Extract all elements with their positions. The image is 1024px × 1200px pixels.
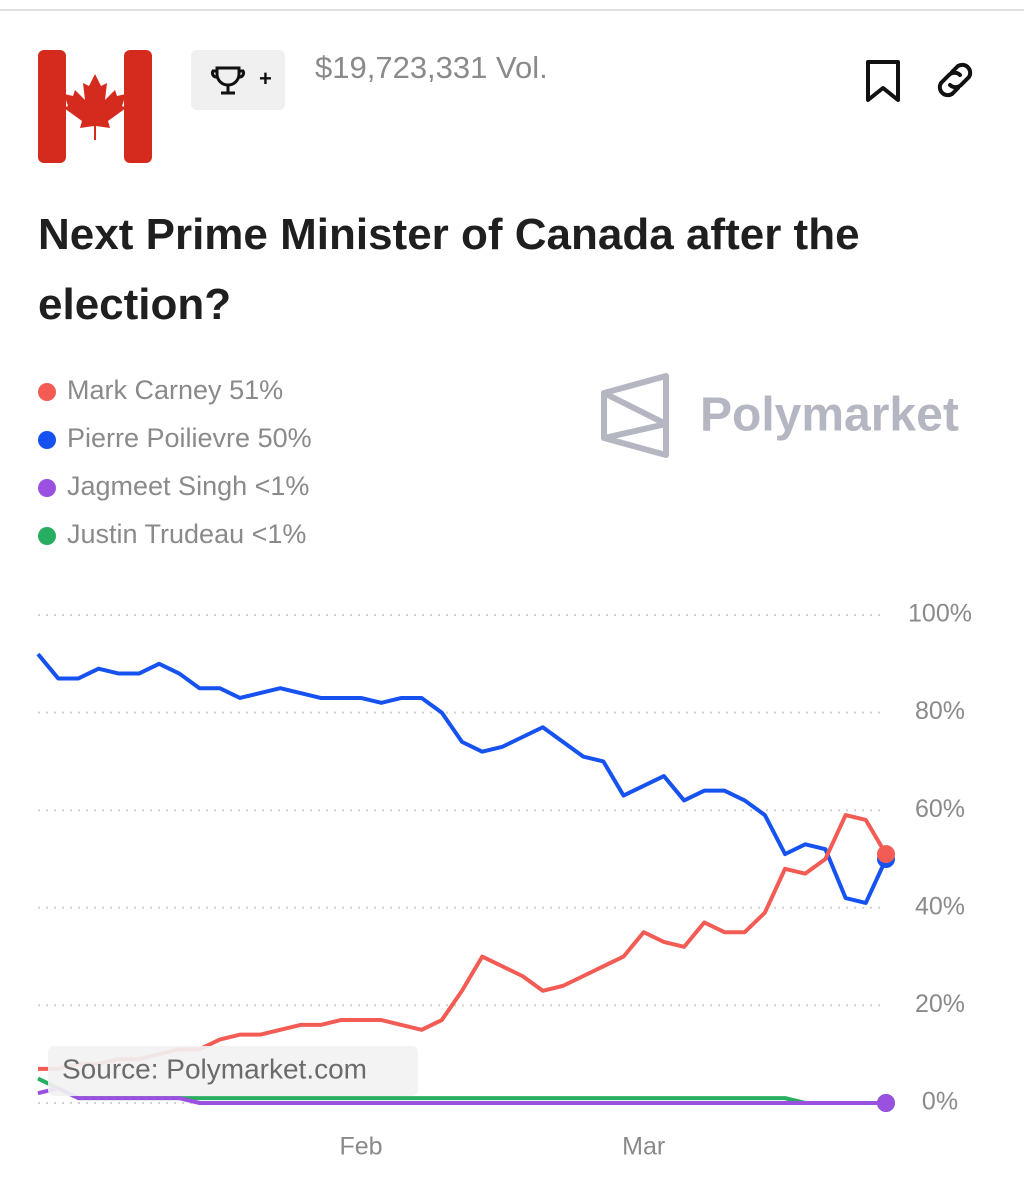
x-tick-label: Mar <box>622 1133 665 1161</box>
series-line <box>38 813 888 1071</box>
y-tick-label: 80% <box>915 697 965 725</box>
brand-logo <box>601 373 669 458</box>
legend-name: Pierre Poilievre <box>67 423 250 453</box>
source-label: Source: Polymarket.com <box>62 1053 367 1084</box>
legend-label: Mark Carney 51% <box>67 375 283 405</box>
series-line <box>37 1086 886 1105</box>
legend-name: Justin Trudeau <box>67 519 244 549</box>
trophy-icon <box>210 66 246 95</box>
source-box <box>48 1046 418 1096</box>
legend-dot <box>38 383 56 401</box>
chart-title: Next Prime Minister of Canada after the … <box>38 210 860 329</box>
volume: $19,723,331 Vol. <box>315 50 548 85</box>
y-tick-label: 100% <box>908 600 972 628</box>
legend-value: 51% <box>229 375 283 405</box>
legend-dot <box>38 527 56 545</box>
legend-value: 50% <box>258 423 312 453</box>
legend-value: <1% <box>252 519 307 549</box>
legend-value: <1% <box>255 471 310 501</box>
x-tick-label: Feb <box>340 1133 383 1161</box>
legend-label: Jagmeet Singh <1% <box>67 471 309 501</box>
flag <box>38 50 152 163</box>
legend-name: Mark Carney <box>67 375 222 405</box>
y-tick-label: 40% <box>915 892 965 920</box>
badge-plus: + <box>259 66 272 91</box>
legend-label: Pierre Poilievre 50% <box>67 423 312 453</box>
legend-name: Jagmeet Singh <box>67 471 247 501</box>
bookmark-icon[interactable] <box>866 60 900 102</box>
series-line <box>36 652 888 905</box>
y-tick-label: 20% <box>915 990 965 1018</box>
y-tick-label: 0% <box>922 1088 958 1116</box>
end-dot <box>877 845 895 864</box>
link-icon[interactable] <box>937 62 973 98</box>
legend-dot <box>38 479 56 497</box>
end-dot <box>877 1094 895 1112</box>
y-tick-label: 60% <box>915 795 965 823</box>
legend-dot <box>38 431 56 449</box>
legend-label: Justin Trudeau <1% <box>67 519 306 549</box>
brand-name: Polymarket <box>700 389 959 442</box>
